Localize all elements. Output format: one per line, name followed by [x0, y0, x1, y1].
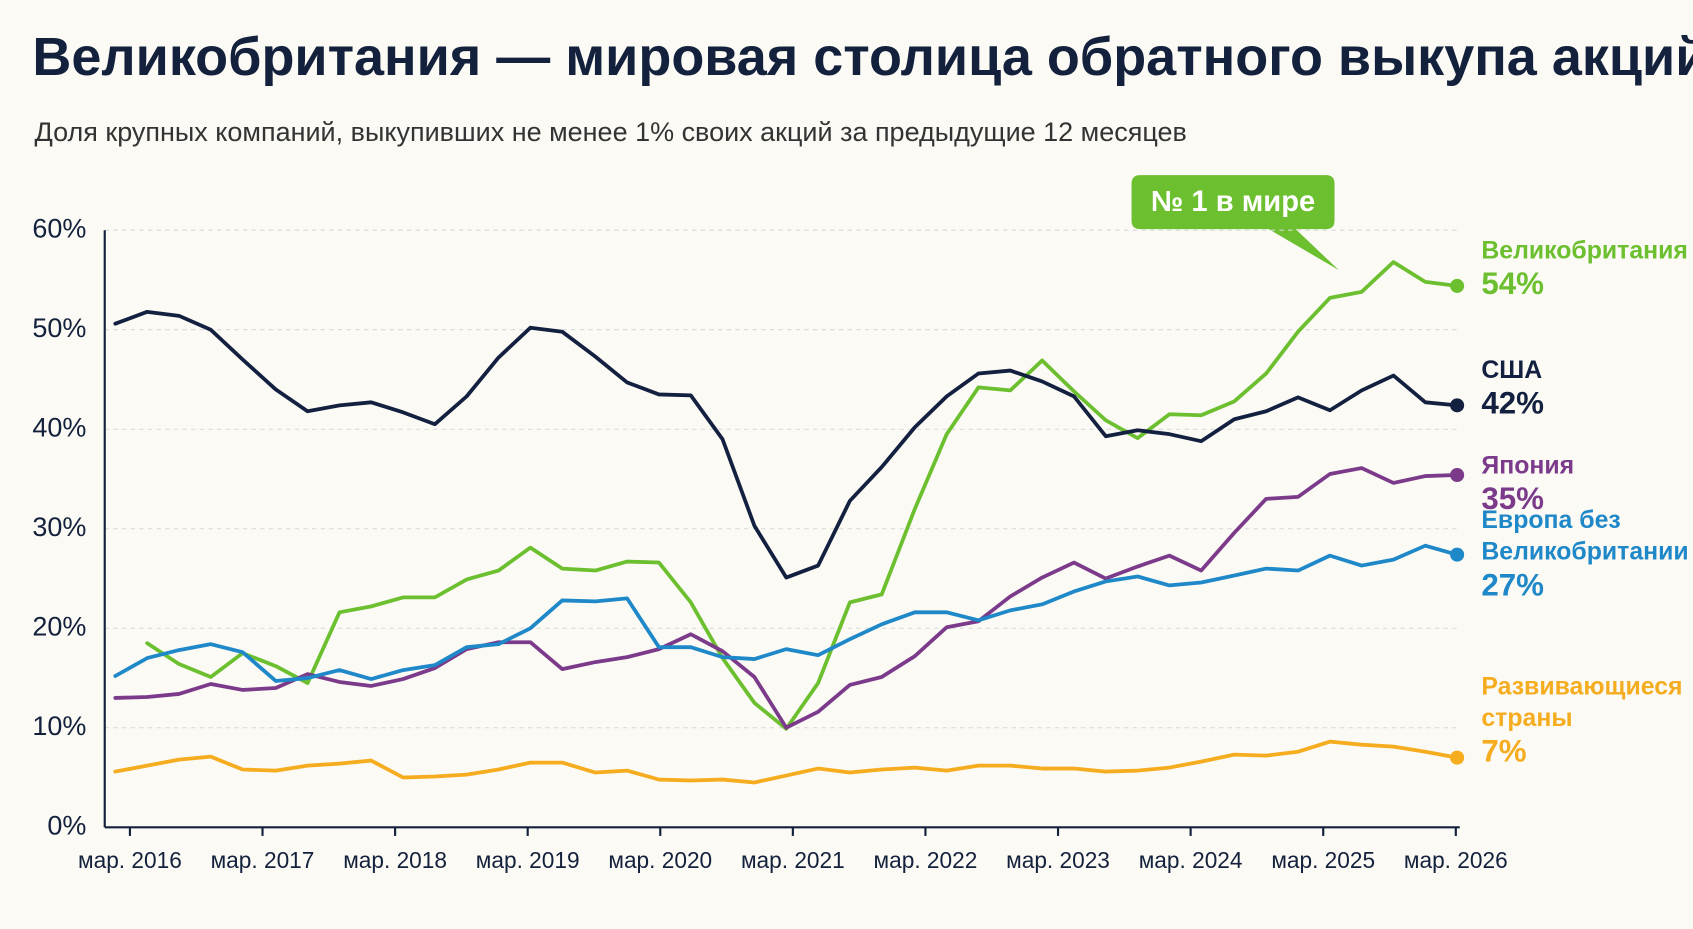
end-point: [1450, 467, 1465, 483]
chart-title: Великобритания — мировая столица обратно…: [32, 27, 1693, 87]
y-tick-label: 0%: [47, 810, 86, 840]
y-tick-label: 30%: [32, 512, 86, 542]
legend-label: Великобритания: [1481, 237, 1688, 264]
x-tick-label: мар. 2026: [1404, 847, 1508, 873]
x-tick-label: мар. 2022: [874, 847, 978, 873]
legend-label: США: [1481, 356, 1542, 383]
callout-shape: [1131, 175, 1339, 271]
x-tick-label: мар. 2024: [1139, 847, 1243, 873]
end-value-label: 54%: [1481, 266, 1544, 301]
end-value-label: 42%: [1481, 386, 1544, 421]
end-point: [1450, 750, 1465, 765]
series-line: [113, 543, 1459, 683]
x-tick-label: мар. 2020: [608, 847, 712, 873]
end-value-label: 7%: [1481, 734, 1526, 769]
series-line: [113, 309, 1459, 580]
y-tick-label: 20%: [32, 611, 86, 641]
x-tick-label: мар. 2021: [741, 847, 845, 873]
legend-label: Европа без Великобритании: [1481, 507, 1688, 565]
annotation: № 1 в мире: [1151, 186, 1315, 218]
x-tick-label: мар. 2023: [1006, 847, 1110, 873]
legend-label: Развивающиеся страны: [1481, 673, 1682, 731]
end-point: [1450, 547, 1465, 562]
series-line: [113, 466, 1459, 730]
x-tick-label: мар. 2018: [343, 847, 447, 873]
series-line: [113, 739, 1459, 785]
end-value-label: 35%: [1481, 481, 1544, 516]
end-value-label: 27%: [1481, 567, 1544, 602]
annotation-callout: № 1 в мире: [1131, 175, 1339, 271]
end-point: [1450, 278, 1465, 293]
x-tick-label: мар. 2017: [211, 847, 315, 873]
legend-label: Япония: [1481, 452, 1574, 479]
y-tick-label: 10%: [32, 711, 86, 741]
end-point: [1450, 398, 1465, 413]
x-tick-label: мар. 2025: [1271, 847, 1375, 873]
x-tick-label: мар. 2019: [476, 847, 580, 873]
x-tick-label: мар. 2016: [78, 847, 182, 873]
series-line: [145, 260, 1459, 731]
y-tick-label: 60%: [32, 213, 86, 243]
y-tick-label: 50%: [32, 313, 86, 343]
chart-subtitle: Доля крупных компаний, выкупивших не мен…: [35, 117, 1187, 147]
y-tick-label: 40%: [32, 412, 86, 442]
